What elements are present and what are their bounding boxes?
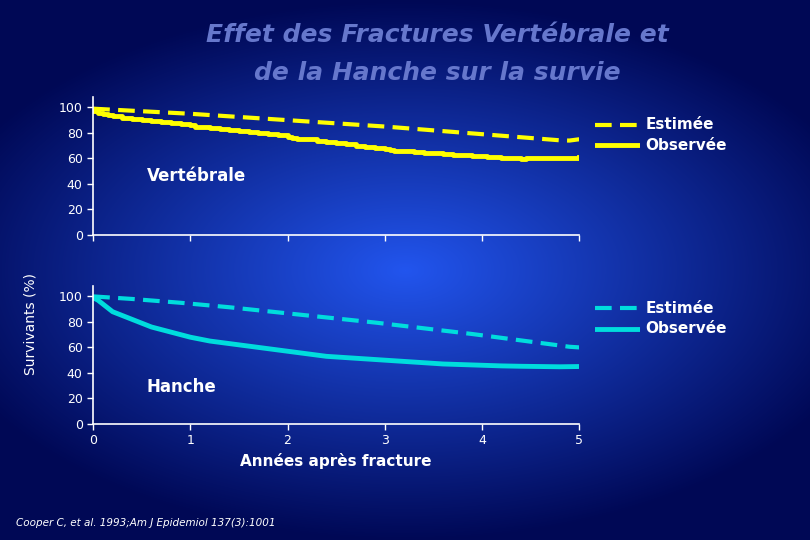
Text: Estimée: Estimée (646, 117, 714, 132)
Text: Effet des Fractures Vertébrale et: Effet des Fractures Vertébrale et (206, 23, 669, 47)
Text: Cooper C, et al. 1993;Am J Epidemiol 137(3):1001: Cooper C, et al. 1993;Am J Epidemiol 137… (16, 518, 275, 528)
Text: Vertébrale: Vertébrale (147, 167, 246, 185)
Text: Estimée: Estimée (646, 301, 714, 316)
Text: Survivants (%): Survivants (%) (23, 273, 38, 375)
Text: Observée: Observée (646, 138, 727, 153)
Text: de la Hanche sur la survie: de la Hanche sur la survie (254, 61, 620, 85)
X-axis label: Années après fracture: Années après fracture (241, 453, 432, 469)
Text: Hanche: Hanche (147, 378, 216, 396)
Text: Observée: Observée (646, 321, 727, 336)
